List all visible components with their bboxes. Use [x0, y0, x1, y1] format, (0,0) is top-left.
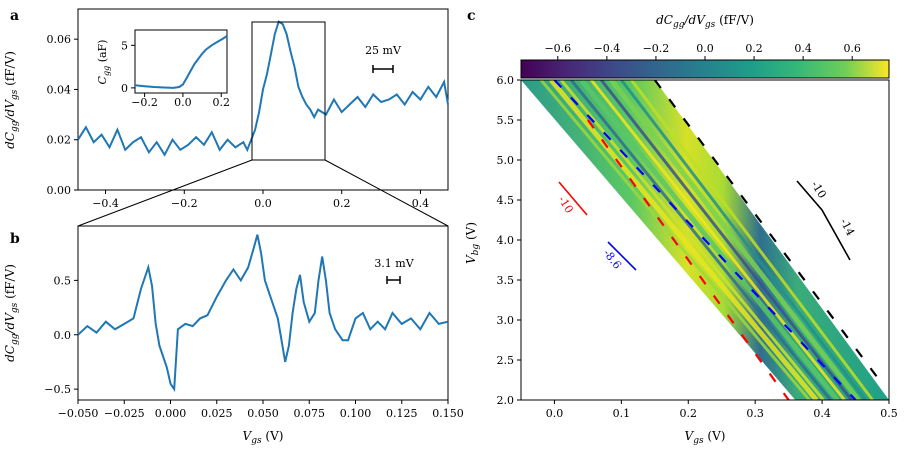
panel-c-xtick-label: 0.3: [746, 407, 764, 420]
panel-c-ytick-label: 3.5: [497, 274, 515, 287]
panel-a-ylabel: dCgg/dVgs (fF/V): [3, 51, 20, 149]
heatmap-stripe: [630, 80, 874, 400]
heatmap-stripe: [549, 80, 819, 400]
panel-label-b: b: [10, 231, 20, 247]
panel-label-c: c: [467, 8, 476, 24]
panel-c-ytick-label: 2.5: [497, 354, 515, 367]
heatmap-dashed-line: [653, 80, 884, 385]
panel-b-xtick-label: 0.000: [155, 407, 187, 420]
panel-c-xtick-label: 0.2: [680, 407, 698, 420]
panel-c-ytick-label: 5.0: [497, 154, 515, 167]
colorbar-tick-label: −0.4: [594, 42, 621, 55]
heatmap-stripe: [620, 80, 867, 400]
panel-a-series-line: [77, 20, 449, 157]
panel-a-ytick-label: 0.00: [47, 184, 72, 197]
panel-a-xtick-label: 0.0: [254, 197, 272, 210]
panel-c-ytick-label: 4.5: [497, 194, 515, 207]
inset-xtick-label: −0.2: [131, 96, 158, 109]
panel-a-xtick-label: 0.4: [412, 197, 430, 210]
inset-series-line: [134, 35, 228, 89]
zoom-connector-right: [324, 159, 449, 227]
panel-a-ytick-label: 0.02: [47, 134, 72, 147]
heatmap-dashed-line: [553, 80, 857, 400]
colorbar-tick-label: 0.0: [696, 42, 714, 55]
colorbar-tick-label: 0.6: [843, 42, 861, 55]
panel-c-chart: dCgg/dVgs (fF/V) −0.6 −0.4 −0.2 0.0 0.2 0.4 0.…: [464, 13, 898, 446]
panel-c-ytick-label: 5.5: [497, 114, 515, 127]
heatmap-stripe: [570, 80, 832, 400]
inset-ytick-label: 0: [121, 82, 128, 95]
panel-b-ytick-label: −0.5: [44, 383, 71, 396]
panel-c-xtick-label: 0.4: [813, 407, 831, 420]
inset-xtick-label: 0.2: [213, 96, 231, 109]
colorbar-tick-label: −0.2: [643, 42, 670, 55]
panel-b-series-line: [77, 234, 449, 393]
panel-label-a: a: [10, 8, 19, 24]
colorbar-tick-label: −0.6: [544, 42, 571, 55]
slope-marker-blue: [607, 241, 637, 271]
colorbar: [520, 59, 890, 79]
panel-b-ytick-label: 0.0: [54, 329, 72, 342]
panel-a-ytick-label: 0.04: [47, 83, 72, 96]
panel-c-ytick-label: 4.0: [497, 234, 515, 247]
panel-b-xlabel: Vgs (V): [243, 429, 284, 446]
panel-b-xtick-label: −0.050: [58, 407, 99, 420]
heatmap-stripe: [600, 80, 853, 400]
panel-b-xtick-label: 0.075: [294, 407, 326, 420]
colorbar-tick-label: 0.4: [794, 42, 812, 55]
inset-xtick-label: 0.0: [174, 96, 192, 109]
slope-marker-red: [558, 181, 588, 216]
inset-ylabel: Cgg (aF): [96, 40, 111, 85]
inset-frame: [134, 29, 228, 94]
panel-b-chart: −0.050 −0.025 0.000 0.025 0.050 0.075 0.100 0.1…: [3, 225, 464, 446]
panel-b-scale-label: 3.1 mV: [374, 257, 414, 270]
panel-a-inset: −0.2 0.0 0.2 0 5 Cgg (aF): [96, 29, 231, 109]
panel-b-xtick-label: 0.025: [201, 407, 233, 420]
panel-c-xtick-label: 0.0: [546, 407, 564, 420]
panel-b-xtick-label: 0.150: [432, 407, 464, 420]
panel-c-ytick-label: 3.0: [497, 314, 515, 327]
panel-c-ylabel: Vbg (V): [464, 222, 481, 264]
heatmap-stripe: [609, 80, 861, 400]
panel-b-xtick-label: 0.050: [247, 407, 279, 420]
panel-c-ytick-label: 2.0: [497, 394, 515, 407]
panel-b-xtick-label: 0.125: [386, 407, 418, 420]
panel-a-xtick-label: 0.2: [333, 197, 351, 210]
heatmap-dashed-line: [587, 119, 790, 400]
panel-b-ytick-label: 0.5: [54, 274, 72, 287]
heatmap-stripe: [579, 80, 840, 400]
panel-b-ylabel: dCgg/dVgs (fF/V): [3, 264, 20, 362]
panel-c-xtick-label: 0.1: [613, 407, 631, 420]
colorbar-label: dCgg/dVgs (fF/V): [656, 13, 754, 30]
panel-b-xtick-label: −0.025: [104, 407, 145, 420]
heatmap-stripe: [590, 80, 846, 400]
zoom-connector-left: [77, 159, 253, 227]
slope-marker-black: [796, 180, 851, 261]
panel-a-xtick-label: −0.4: [92, 197, 119, 210]
panel-a-ytick-label: 0.06: [47, 33, 72, 46]
panel-c-xlabel: Vgs (V): [685, 429, 726, 446]
panel-b-xtick-label: 0.100: [340, 407, 372, 420]
panel-c-xtick-label: 0.5: [880, 407, 898, 420]
colorbar-tick-label: 0.2: [745, 42, 763, 55]
panel-a-scale-label: 25 mV: [365, 44, 402, 57]
inset-ytick-label: 5: [121, 39, 128, 52]
panel-a-zoom-box: [251, 21, 326, 161]
panel-a-chart: −0.4 −0.2 0.0 0.2 0.4 0.000.020.040.06 dCgg/…: [3, 8, 449, 210]
panel-c-ytick-label: 6.0: [497, 74, 515, 87]
panel-a-xtick-label: −0.2: [171, 197, 198, 210]
